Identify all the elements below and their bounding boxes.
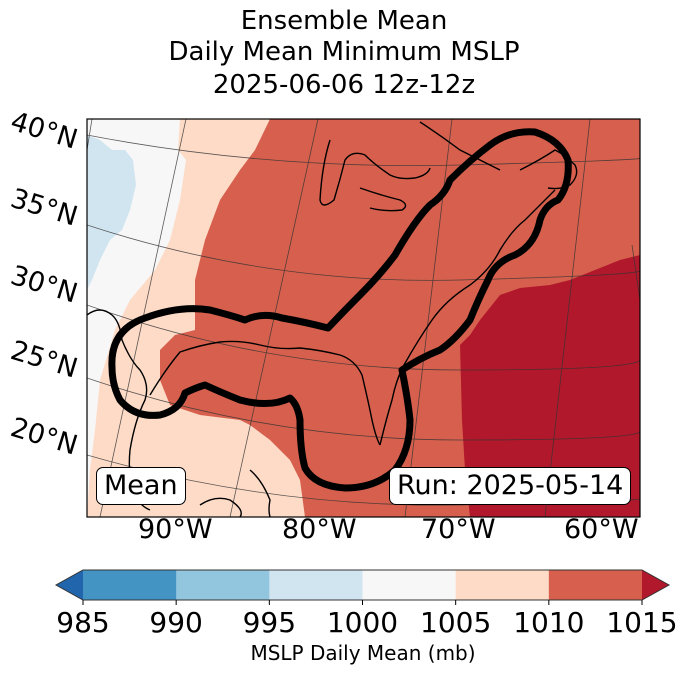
colorbar-tick-label: 1010: [513, 606, 585, 639]
colorbar-tick-label: 990: [149, 606, 203, 639]
colorbar-extend-high: [642, 570, 669, 600]
colorbar-segment: [362, 570, 457, 600]
mslp-contour-outline: [108, 128, 572, 492]
colorbar-segment: [269, 570, 363, 600]
colorbar-tick-label: 1000: [326, 606, 399, 639]
colorbar-segment: [83, 570, 177, 600]
colorbar-tick-label: 985: [56, 606, 110, 639]
colorbar-label: MSLP Daily Mean (mb): [250, 641, 476, 665]
title-line-2: Daily Mean Minimum MSLP: [168, 37, 520, 67]
map-panel: [86, 118, 641, 518]
run-date-box: Run: 2025-05-14: [389, 467, 632, 505]
colorbar-segment: [455, 570, 550, 600]
region-995-1000: [87, 135, 136, 290]
colorbar: [54, 569, 671, 605]
mean-label-box: Mean: [96, 467, 186, 505]
colorbar-tick-label: 995: [242, 606, 297, 639]
title-line-1: Ensemble Mean: [240, 6, 448, 36]
lon-label-90w: 90°W: [138, 514, 213, 545]
title-line-3: 2025-06-06 12z-12z: [212, 70, 476, 100]
lon-label-70w: 70°W: [421, 514, 496, 545]
region-over-1015: [460, 255, 640, 517]
colorbar-extend-low: [56, 570, 83, 600]
colorbar-segment: [176, 570, 270, 600]
colorbar-segment: [548, 570, 643, 600]
map-frame: [86, 118, 641, 518]
colorbar-tick-label: 1005: [420, 606, 492, 639]
lon-label-80w: 80°W: [282, 514, 357, 545]
colorbar-tick-label: 1015: [606, 606, 678, 639]
lon-label-60w: 60°W: [564, 514, 639, 545]
